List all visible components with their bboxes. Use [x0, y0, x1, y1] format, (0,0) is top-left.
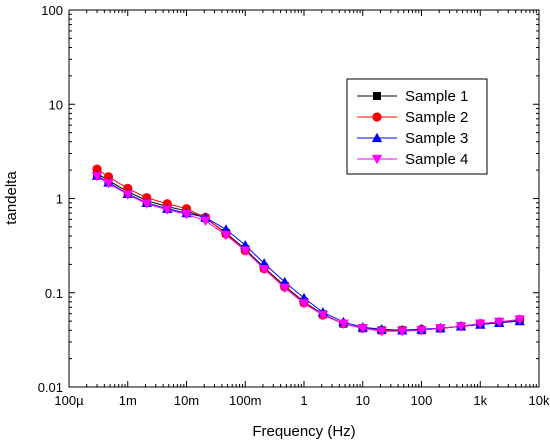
legend-item: Sample 4 [357, 151, 468, 168]
data-point [435, 324, 446, 334]
legend-marker [371, 154, 383, 165]
plot-frame [68, 9, 540, 388]
data-point [475, 319, 486, 329]
data-point [338, 319, 349, 329]
data-point [514, 315, 525, 325]
legend-label: Sample 2 [405, 109, 468, 126]
y-axis: 0.01 0.1 1 10 100 [38, 3, 539, 395]
legend-marker [371, 132, 383, 143]
data-point [298, 299, 310, 309]
legend-box [346, 78, 488, 175]
x-tick-label: 1m [119, 393, 137, 408]
x-tick-label: 100 [411, 393, 433, 408]
x-tick-label: 100m [229, 393, 262, 408]
data-point [141, 199, 152, 209]
data-point [220, 230, 232, 241]
legend-marker [373, 92, 381, 100]
y-tick-label: 0.1 [45, 286, 63, 301]
x-tick-label: 100µ [54, 393, 84, 408]
data-point [279, 283, 290, 293]
data-point [240, 246, 251, 256]
legend-item: Sample 1 [357, 88, 468, 105]
data-point [91, 172, 103, 182]
legend-label: Sample 4 [405, 151, 468, 168]
x-axis-title: Frequency (Hz) [252, 423, 355, 440]
legend-item: Sample 2 [357, 109, 468, 126]
data-point [416, 326, 427, 336]
legend-marker [372, 112, 382, 122]
series-layer [91, 164, 525, 337]
data-point [103, 172, 114, 182]
data-point [455, 322, 467, 332]
series-line [96, 175, 520, 331]
legend-label: Sample 1 [405, 88, 468, 105]
legend-items: Sample 1 Sample 2 Sample 3 Sample 4 [357, 88, 468, 168]
data-point [493, 317, 505, 328]
series-2 [92, 164, 525, 335]
data-point [357, 324, 368, 334]
x-tick-label: 1 [300, 393, 307, 408]
y-tick-label: 1 [56, 192, 63, 207]
data-point [103, 179, 114, 189]
data-point [92, 164, 102, 174]
series-4 [91, 172, 525, 337]
data-point [181, 210, 192, 220]
data-point [258, 264, 270, 275]
series-3 [91, 170, 525, 335]
y-axis-title: tandelta [3, 171, 20, 225]
legend-item: Sample 3 [357, 130, 468, 147]
y-tick-label: 10 [49, 97, 63, 112]
y-tick-label: 0.01 [38, 380, 63, 395]
data-point [122, 190, 133, 200]
data-point [162, 205, 173, 215]
series-line [96, 175, 520, 332]
series-1 [93, 169, 524, 335]
legend-label: Sample 3 [405, 130, 468, 147]
data-point [317, 310, 329, 321]
x-tick-label: 10m [174, 393, 199, 408]
data-point [397, 327, 408, 337]
legend: Sample 1 Sample 2 Sample 3 Sample 4 [346, 78, 488, 175]
data-point [200, 216, 211, 226]
y-tick-label: 100 [41, 3, 63, 18]
x-tick-label: 1k [473, 393, 487, 408]
x-tick-label: 10 [356, 393, 370, 408]
x-tick-label: 10k [529, 393, 550, 408]
x-axis: 100µ 1m 10m 100m 1 10 100 1k 10k [54, 10, 550, 408]
data-point [376, 327, 387, 337]
